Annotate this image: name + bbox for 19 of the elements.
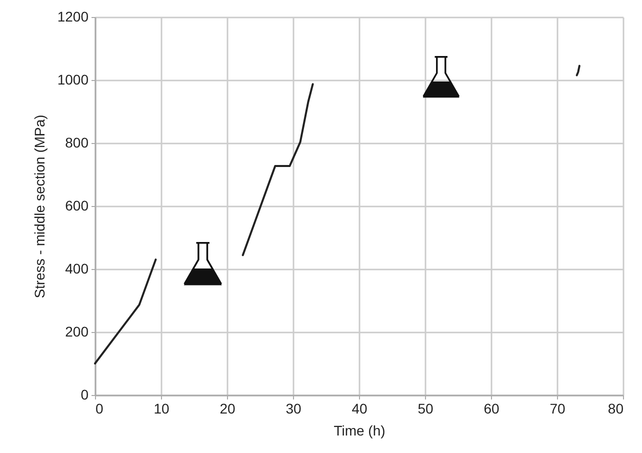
- y-tick-label: 0: [80, 386, 89, 402]
- y-tick-label: 1000: [57, 72, 89, 88]
- y-tick-label: 800: [65, 134, 89, 150]
- y-tick-label: 1200: [57, 8, 89, 24]
- y-axis-title: Stress - middle section (MPa): [31, 114, 48, 298]
- y-tick-label: 200: [65, 324, 89, 340]
- line-series: [242, 83, 314, 256]
- x-tick-label: 30: [286, 400, 302, 416]
- x-axis-title: Time (h): [334, 422, 386, 438]
- x-tick-label: 50: [418, 400, 434, 416]
- x-tick-label: 0: [96, 400, 104, 416]
- x-tick-label: 70: [550, 400, 566, 416]
- x-tick-label: 40: [352, 400, 368, 416]
- y-tick-label: 400: [65, 260, 89, 276]
- x-tick-label: 10: [154, 400, 170, 416]
- x-tick-label: 20: [220, 400, 236, 416]
- x-tick-label: 60: [484, 400, 500, 416]
- x-tick-label: 80: [608, 400, 624, 416]
- y-tick-label: 600: [65, 198, 89, 214]
